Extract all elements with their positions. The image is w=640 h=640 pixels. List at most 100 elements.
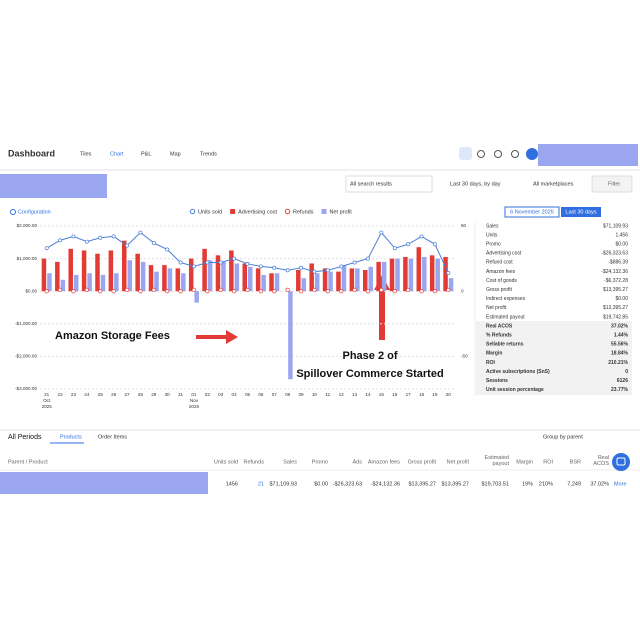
x-tick-label: 13 — [352, 392, 358, 397]
date-button-label[interactable]: 6 November 2025 — [510, 209, 554, 215]
marketplace-select[interactable]: All marketplaces — [533, 181, 574, 187]
bar — [403, 256, 408, 292]
x-tick-label: 08 — [285, 392, 291, 397]
x-tick-label: 11 — [325, 392, 330, 397]
cell: $71,109.93 — [269, 481, 297, 487]
x-tick-label: 15 — [379, 392, 385, 397]
chat-button[interactable] — [612, 453, 630, 471]
line-point — [178, 260, 183, 265]
summary-value: $19,742.85 — [603, 314, 628, 320]
more-link[interactable]: More — [614, 481, 627, 487]
config-link[interactable]: Configuration — [18, 209, 51, 215]
cell: 21 — [258, 481, 264, 487]
point — [84, 287, 90, 293]
x-tick-label: 25 — [98, 392, 104, 397]
point — [111, 289, 116, 294]
bar — [422, 256, 427, 292]
legend-swatch — [321, 209, 327, 214]
line-point — [151, 241, 156, 245]
point — [218, 287, 223, 293]
y2-tick-label: -50 — [461, 354, 468, 359]
x-tick-label: 27 — [124, 392, 130, 397]
tab[interactable]: Products — [60, 434, 82, 440]
x-tick-label: 17 — [406, 392, 412, 397]
search-scope[interactable] — [345, 175, 433, 193]
bar — [362, 270, 368, 292]
group-select[interactable]: Group by parent — [543, 434, 583, 440]
nav-item[interactable]: Map — [170, 151, 181, 157]
point — [365, 289, 371, 294]
filter-button[interactable] — [591, 175, 633, 193]
summary-label: ROI — [486, 360, 496, 366]
point — [446, 287, 451, 293]
x-tick-label: 01 Nov 2026 — [189, 392, 200, 409]
nav-item[interactable]: Trends — [200, 151, 217, 157]
summary-value: 1,456 — [615, 232, 628, 238]
arrow — [196, 330, 238, 344]
legend-label: Refunds — [293, 209, 314, 215]
point — [57, 287, 63, 293]
bar — [242, 263, 247, 292]
point — [178, 289, 183, 294]
help-button[interactable] — [459, 147, 472, 160]
date-button[interactable] — [504, 206, 560, 218]
x-tick-label: 21 Oct 2025 — [42, 392, 53, 409]
range-button[interactable] — [561, 207, 601, 217]
x-tick-label: 28 — [138, 392, 144, 397]
line-point — [245, 261, 250, 266]
icon[interactable] — [511, 150, 519, 158]
line-point — [138, 230, 143, 235]
summary-label: Gross profit — [486, 287, 512, 293]
summary-value: -$6,372.28 — [604, 278, 628, 284]
line-point — [432, 242, 437, 247]
point — [151, 287, 156, 293]
summary-label: Units — [486, 232, 498, 238]
icon[interactable] — [477, 150, 485, 158]
x-tick-label: 16 — [392, 392, 398, 397]
line-point — [325, 268, 330, 273]
bar — [81, 250, 87, 292]
bar — [408, 258, 414, 292]
line-point — [366, 256, 370, 261]
search-scope-label[interactable]: All search results — [350, 181, 392, 187]
bar — [202, 248, 207, 292]
avatar[interactable] — [526, 148, 538, 160]
nav-item[interactable]: Tiles — [80, 151, 92, 157]
summary-value: -$26,323.63 — [601, 251, 628, 257]
summary-value: $0.00 — [615, 296, 628, 302]
bar — [87, 273, 92, 292]
nav-item[interactable]: P&L — [141, 151, 151, 157]
filter-label[interactable]: Filter — [608, 181, 620, 187]
bar — [328, 271, 333, 292]
legend-swatch — [189, 208, 196, 215]
x-tick-label: 22 — [58, 392, 64, 397]
tab[interactable]: Order Items — [98, 434, 127, 440]
line-point — [44, 246, 49, 251]
line-point — [419, 234, 424, 239]
column-header: Amazon fees — [368, 459, 400, 465]
bar — [127, 260, 133, 292]
range-button-label[interactable]: Last 30 days — [565, 209, 596, 215]
cell: -$24,132.36 — [371, 481, 400, 487]
bar — [122, 240, 127, 292]
line-point — [299, 265, 303, 270]
annotation: Amazon Storage Fees — [55, 330, 170, 342]
bar — [114, 273, 119, 292]
bar — [154, 271, 159, 292]
bar — [68, 248, 73, 292]
column-header: Gross profit — [408, 459, 437, 465]
nav-item[interactable]: Chart — [110, 151, 124, 157]
icon[interactable] — [494, 150, 502, 158]
summary-label: Sellable returns — [486, 342, 524, 348]
bar — [288, 291, 293, 380]
icon — [10, 209, 16, 215]
cell: -$26,323.63 — [333, 481, 362, 487]
y2-tick-label: 0 — [461, 288, 464, 293]
period-select[interactable]: Last 30 days, by day — [450, 181, 501, 187]
cell: 19% — [522, 481, 533, 487]
point — [98, 289, 103, 294]
bar — [55, 261, 60, 292]
x-tick-label: 23 — [71, 392, 77, 397]
summary-value: $13,395.27 — [603, 287, 628, 293]
line-point — [98, 235, 103, 240]
